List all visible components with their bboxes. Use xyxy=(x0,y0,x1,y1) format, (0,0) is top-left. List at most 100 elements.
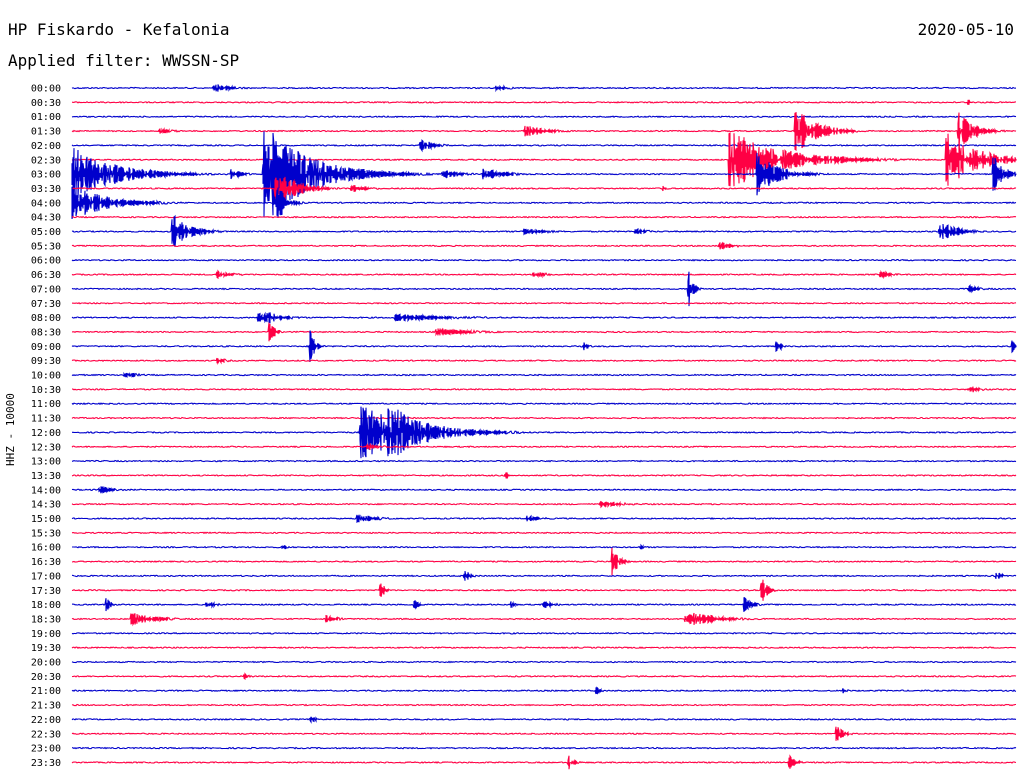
trace-line xyxy=(71,132,1017,187)
row-time-label: 07:00 xyxy=(31,284,61,295)
trace-line xyxy=(71,311,1017,324)
date-label: 2020-05-10 xyxy=(917,20,1014,39)
trace-line xyxy=(71,571,1017,581)
row-time-label: 14:00 xyxy=(31,485,61,496)
trace-line xyxy=(71,486,1017,494)
trace-line xyxy=(71,631,1017,635)
trace-line xyxy=(71,686,1017,695)
trace-line xyxy=(71,716,1017,724)
trace-line xyxy=(71,131,1017,217)
trace-line xyxy=(72,543,1017,550)
row-time-label: 12:30 xyxy=(31,442,61,453)
trace-line xyxy=(71,215,1017,219)
trace-line xyxy=(71,99,1016,106)
row-time-label: 00:00 xyxy=(31,84,61,95)
trace-line xyxy=(71,269,1017,280)
row-time-label: 17:30 xyxy=(31,586,61,597)
station-title: HP Fiskardo - Kefalonia xyxy=(8,20,230,39)
trace-line xyxy=(71,186,1017,220)
row-time-label: 07:30 xyxy=(31,299,61,310)
row-time-label: 13:30 xyxy=(31,471,61,482)
trace-line xyxy=(71,402,1017,406)
trace-line xyxy=(71,746,1017,750)
trace-line xyxy=(71,500,1017,509)
trace-line xyxy=(71,531,1017,535)
row-time-label: 08:30 xyxy=(31,327,61,338)
row-time-label: 11:00 xyxy=(31,399,61,410)
trace-line xyxy=(71,672,1017,680)
trace-line xyxy=(71,442,1017,451)
trace-line xyxy=(71,514,1017,524)
row-time-label: 09:00 xyxy=(31,342,61,353)
row-time-label: 04:00 xyxy=(31,198,61,209)
row-time-label: 00:30 xyxy=(31,98,61,109)
row-time-label: 21:30 xyxy=(31,701,61,712)
row-time-label: 19:30 xyxy=(31,643,61,654)
row-time-label: 02:00 xyxy=(31,141,61,152)
row-time-label: 12:00 xyxy=(31,428,61,439)
row-time-label: 20:30 xyxy=(31,672,61,683)
row-time-label: 23:00 xyxy=(31,744,61,755)
row-time-label: 05:00 xyxy=(31,227,61,238)
trace-line xyxy=(71,703,1016,707)
row-time-label: 03:30 xyxy=(31,184,61,195)
row-time-label: 13:00 xyxy=(31,457,61,468)
row-time-label: 03:00 xyxy=(31,170,61,181)
row-time-label: 06:30 xyxy=(31,270,61,281)
trace-line xyxy=(71,112,1017,152)
trace-line xyxy=(71,459,1017,463)
trace-line xyxy=(72,386,1017,393)
trace-line xyxy=(71,241,1017,250)
trace-line xyxy=(71,660,1017,664)
row-time-label: 18:30 xyxy=(31,614,61,625)
trace-line xyxy=(71,271,1017,307)
row-time-label: 08:00 xyxy=(31,313,61,324)
row-time-label: 19:00 xyxy=(31,629,61,640)
trace-line xyxy=(71,547,1017,576)
row-time-label: 23:30 xyxy=(31,758,61,769)
trace-line xyxy=(71,612,1017,627)
filter-label: Applied filter: WWSSN-SP xyxy=(8,51,240,70)
row-time-label: 15:00 xyxy=(31,514,61,525)
row-time-label: 09:30 xyxy=(31,356,61,367)
row-time-label: 20:00 xyxy=(31,658,61,669)
trace-line xyxy=(71,357,1017,366)
trace-line xyxy=(71,596,1017,612)
row-time-label: 02:30 xyxy=(31,155,61,166)
row-time-label: 01:30 xyxy=(31,127,61,138)
trace-line xyxy=(71,139,1017,153)
trace-line xyxy=(71,84,1017,93)
row-time-label: 06:00 xyxy=(31,256,61,267)
row-time-label: 21:00 xyxy=(31,686,61,697)
trace-line xyxy=(71,214,1017,247)
trace-line xyxy=(71,579,1017,601)
row-time-label: 11:30 xyxy=(31,414,61,425)
trace-line xyxy=(71,754,1017,770)
row-time-label: 01:00 xyxy=(31,112,61,123)
row-time-label: 10:30 xyxy=(31,385,61,396)
trace-line xyxy=(71,301,1017,305)
row-time-label: 04:30 xyxy=(31,213,61,224)
trace-line xyxy=(71,322,1017,342)
trace-line xyxy=(72,406,1017,459)
trace-line xyxy=(71,371,1017,378)
trace-line xyxy=(71,726,1017,741)
row-time-label: 16:30 xyxy=(31,557,61,568)
row-time-label: 22:30 xyxy=(31,729,61,740)
trace-line xyxy=(71,258,1017,262)
trace-line xyxy=(71,115,1017,119)
row-time-label: 10:00 xyxy=(31,371,61,382)
trace-line xyxy=(71,472,1017,479)
row-time-label: 16:00 xyxy=(31,543,61,554)
row-time-label: 22:00 xyxy=(31,715,61,726)
trace-line xyxy=(71,416,1017,420)
row-time-label: 05:30 xyxy=(31,241,61,252)
row-time-label: 14:30 xyxy=(31,500,61,511)
row-time-label: 18:00 xyxy=(31,600,61,611)
row-time-label: 17:00 xyxy=(31,571,61,582)
row-time-label: 15:30 xyxy=(31,528,61,539)
trace-line xyxy=(71,330,1017,363)
trace-line xyxy=(71,176,1017,201)
trace-line xyxy=(71,646,1017,650)
